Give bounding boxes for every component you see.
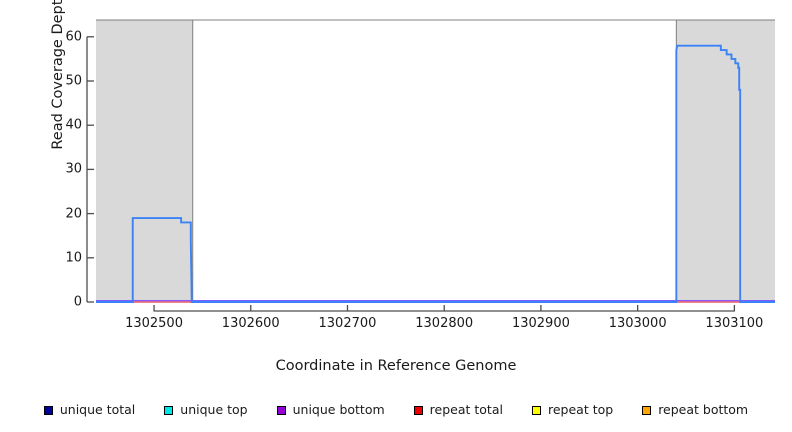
legend-label: repeat top [547,401,614,417]
legend-label: unique total [59,401,136,417]
legend-swatch-icon [413,405,423,415]
y-tick-label: 40 [65,117,82,133]
x-tick-label: 1302900 [511,316,570,331]
legend-item: unique bottom [276,401,385,417]
legend-swatch-icon [164,405,174,415]
axes-group [86,36,736,312]
legend-label: unique bottom [292,401,385,417]
plot-frame [96,19,775,302]
x-tick-label: 1302700 [318,316,377,331]
coverage-step-path [96,44,775,303]
x-tick-label: 1303000 [608,316,667,331]
x-tick-label: 1303100 [705,316,764,331]
y-tick-label: 30 [65,161,82,177]
y-tick-label: 0 [73,294,82,310]
shaded-regions-group [96,20,775,302]
y-tick-label: 20 [65,206,82,222]
chart-legend: unique total unique top unique bottom repea… [0,398,792,422]
y-tick-label: 60 [65,29,82,45]
legend-swatch-icon [642,405,652,415]
repeat-region-right [676,20,775,302]
x-tick-label: 1302800 [415,316,474,331]
legend-swatch-icon [531,405,541,415]
legend-label: repeat total [429,401,503,417]
repeat-region-left [96,20,193,302]
legend-label: unique top [180,401,248,417]
x-tick-label: 1302600 [221,316,280,331]
coverage-line-unique-total [96,44,775,303]
legend-item: repeat total [413,401,503,417]
legend-swatch-icon [43,405,53,415]
y-tick-label: 10 [65,250,82,266]
legend-item: unique top [164,401,248,417]
x-axis-title: Coordinate in Reference Genome [275,358,517,374]
legend-label: repeat bottom [658,401,749,417]
legend-item: unique total [43,401,136,417]
x-tick-label: 1302500 [125,316,183,331]
legend-item: repeat top [531,401,614,417]
legend-swatch-icon [276,405,286,415]
legend-item: repeat bottom [642,401,749,417]
y-tick-label: 50 [65,73,82,89]
